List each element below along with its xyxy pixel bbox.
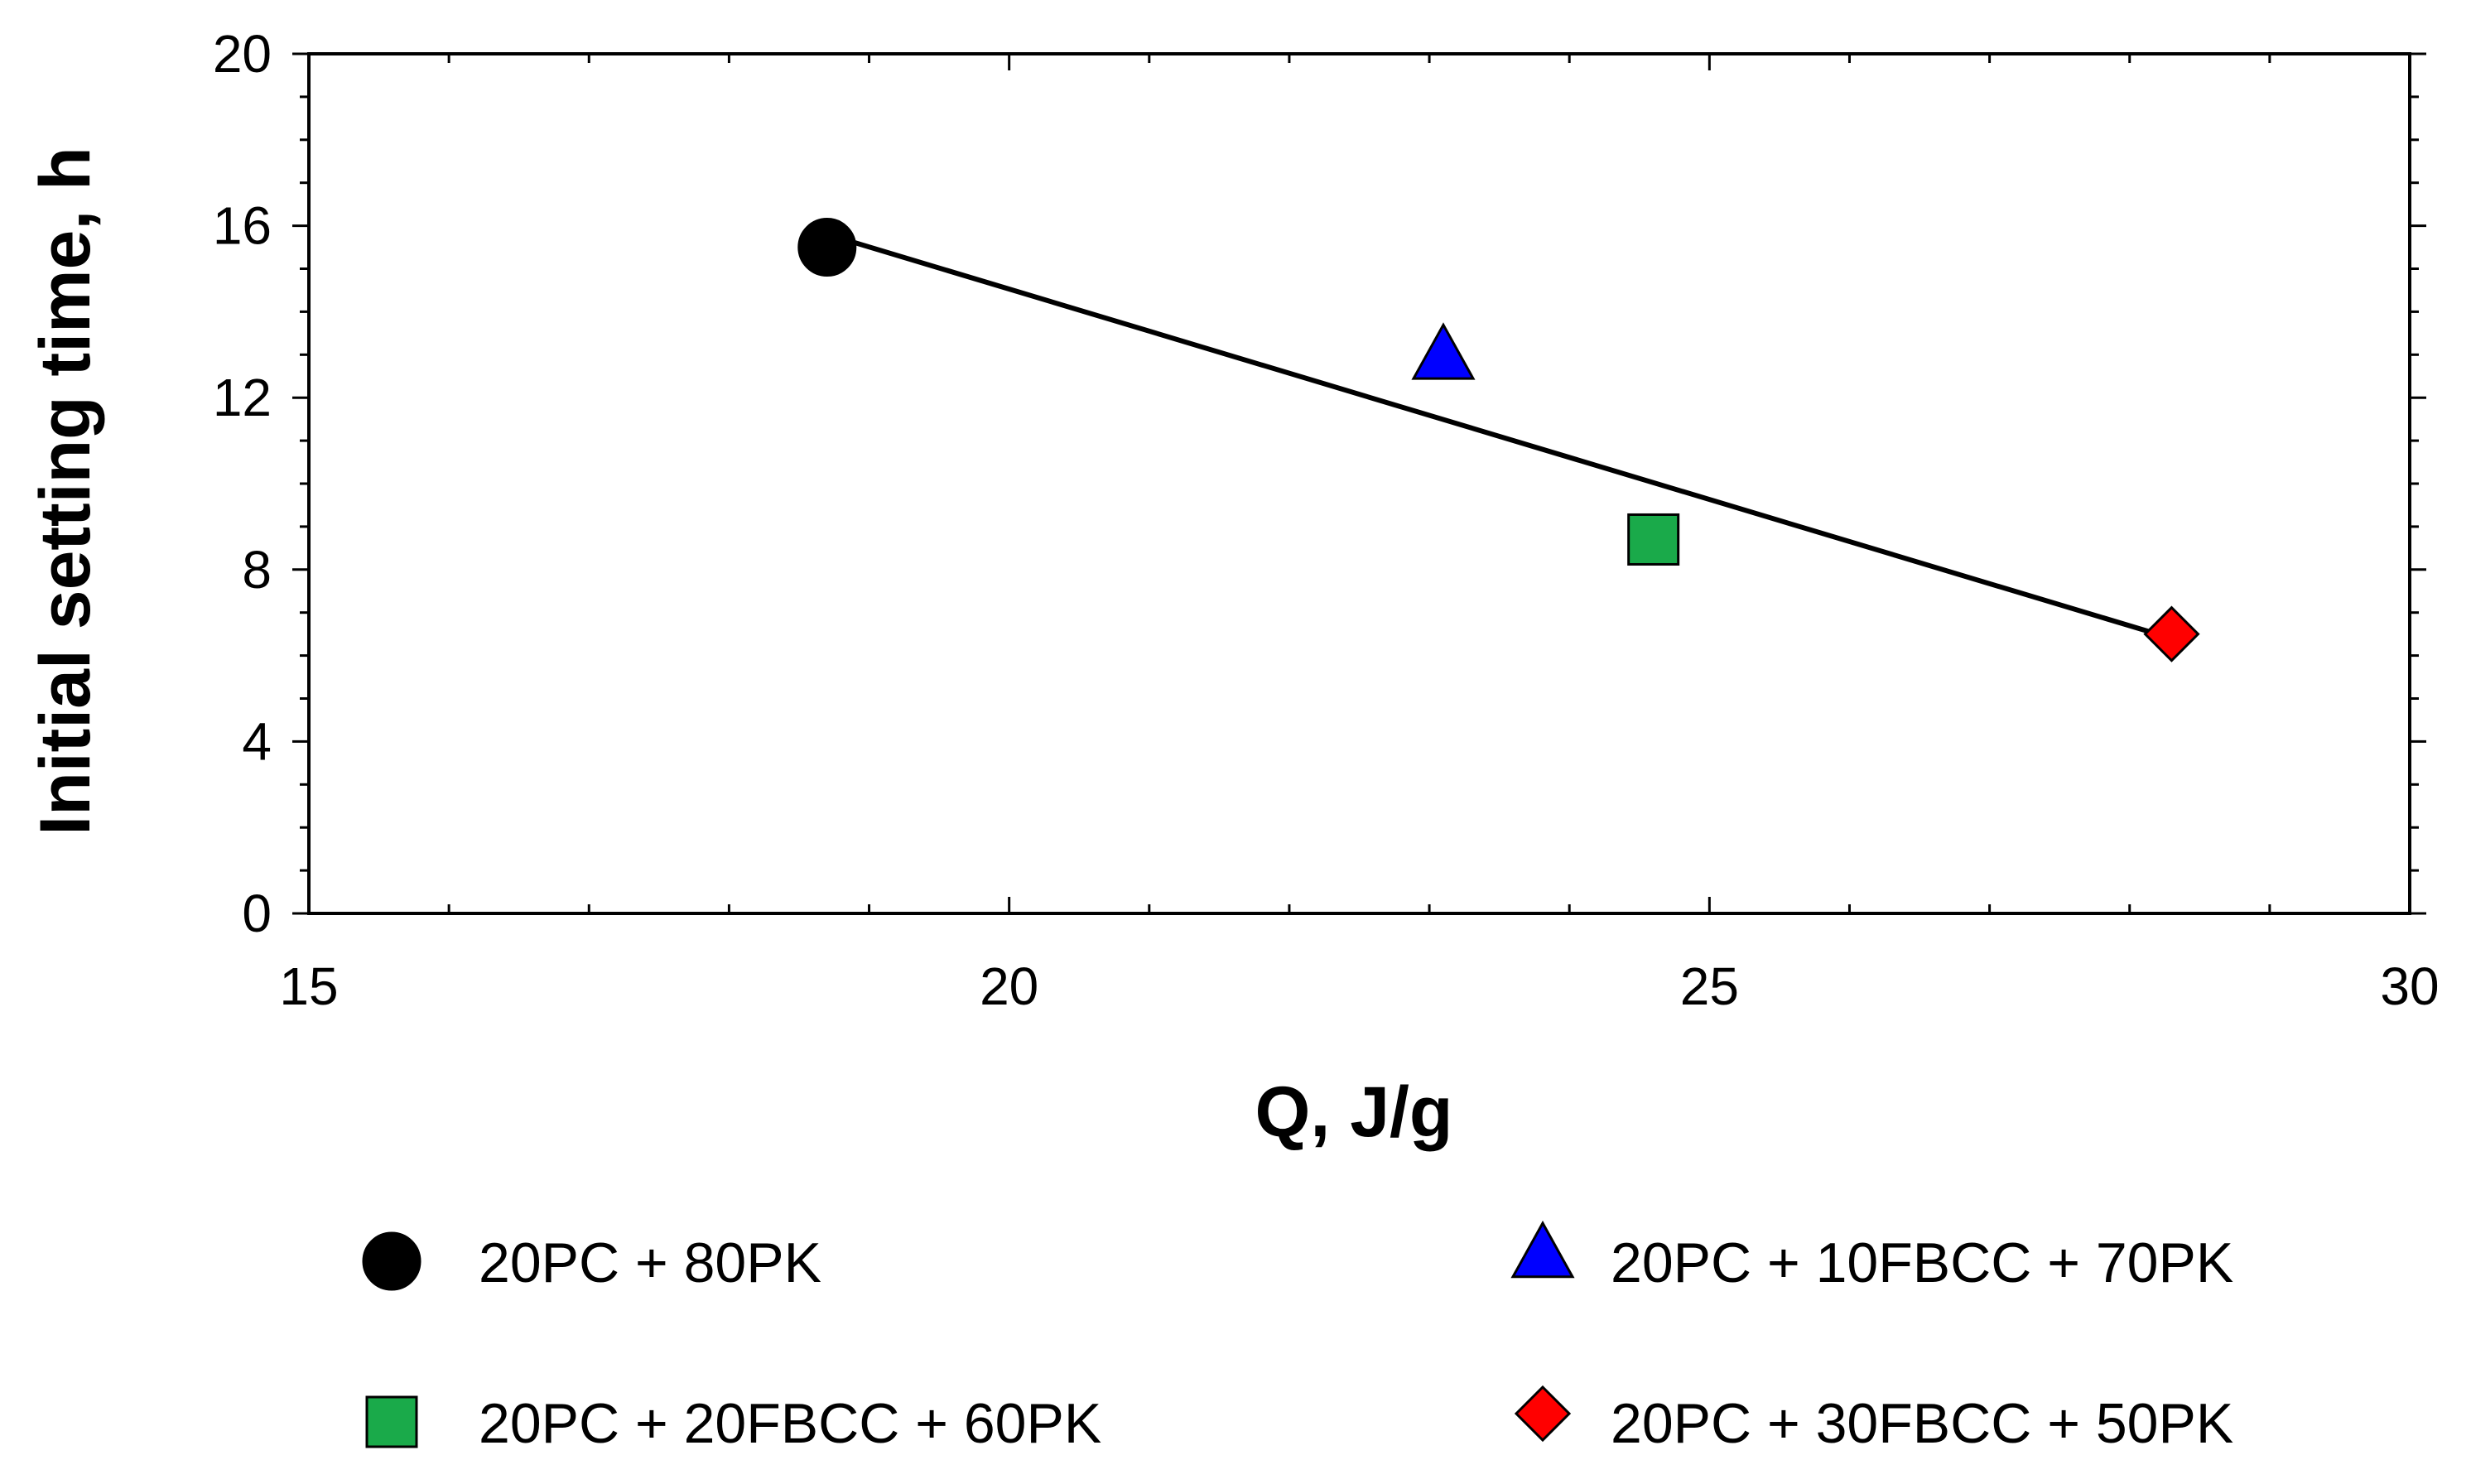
legend-marker-square xyxy=(365,1395,418,1448)
trendline-group xyxy=(826,232,2173,641)
legend-label: 20PC + 80PK xyxy=(479,1231,821,1294)
data-point-diamond xyxy=(2143,605,2200,662)
x-tick-label: 25 xyxy=(1680,956,1739,1016)
data-point-circle xyxy=(797,218,857,277)
x-axis-title: Q, J/g xyxy=(1255,1072,1453,1152)
x-tick-label: 30 xyxy=(2380,956,2439,1016)
data-points-group xyxy=(797,218,2200,662)
data-point-triangle xyxy=(1411,322,1476,380)
legend-marker-diamond xyxy=(1514,1385,1572,1443)
y-tick-label: 20 xyxy=(213,24,272,84)
x-tick-label: 15 xyxy=(279,956,338,1016)
legend-label: 20PC + 10FBCC + 70PK xyxy=(1611,1231,2233,1294)
y-tick-label: 12 xyxy=(213,368,272,427)
data-point-square xyxy=(1627,513,1680,566)
y-axis-title: Initial setting time, h xyxy=(26,147,105,835)
y-tick-label: 8 xyxy=(242,540,272,600)
legend-marker-triangle xyxy=(1510,1220,1575,1279)
y-tick-label: 0 xyxy=(242,884,272,943)
legend-marker-circle xyxy=(362,1231,421,1291)
legend-label: 20PC + 30FBCC + 50PK xyxy=(1611,1392,2233,1455)
y-tick-label: 16 xyxy=(213,196,272,256)
legend-label: 20PC + 20FBCC + 60PK xyxy=(479,1392,1101,1455)
axes-group xyxy=(307,52,2411,915)
ticks-group: 15 20 25 30 0 4 8 12 16 20 xyxy=(213,24,2440,1016)
x-tick-label: 20 xyxy=(980,956,1038,1016)
plot-frame xyxy=(307,52,2411,915)
linear-trendline xyxy=(826,232,2173,641)
y-tick-label: 4 xyxy=(242,711,272,771)
legend: 20PC + 80PK 20PC + 10FBCC + 70PK 20PC + 20… xyxy=(362,1220,2233,1455)
